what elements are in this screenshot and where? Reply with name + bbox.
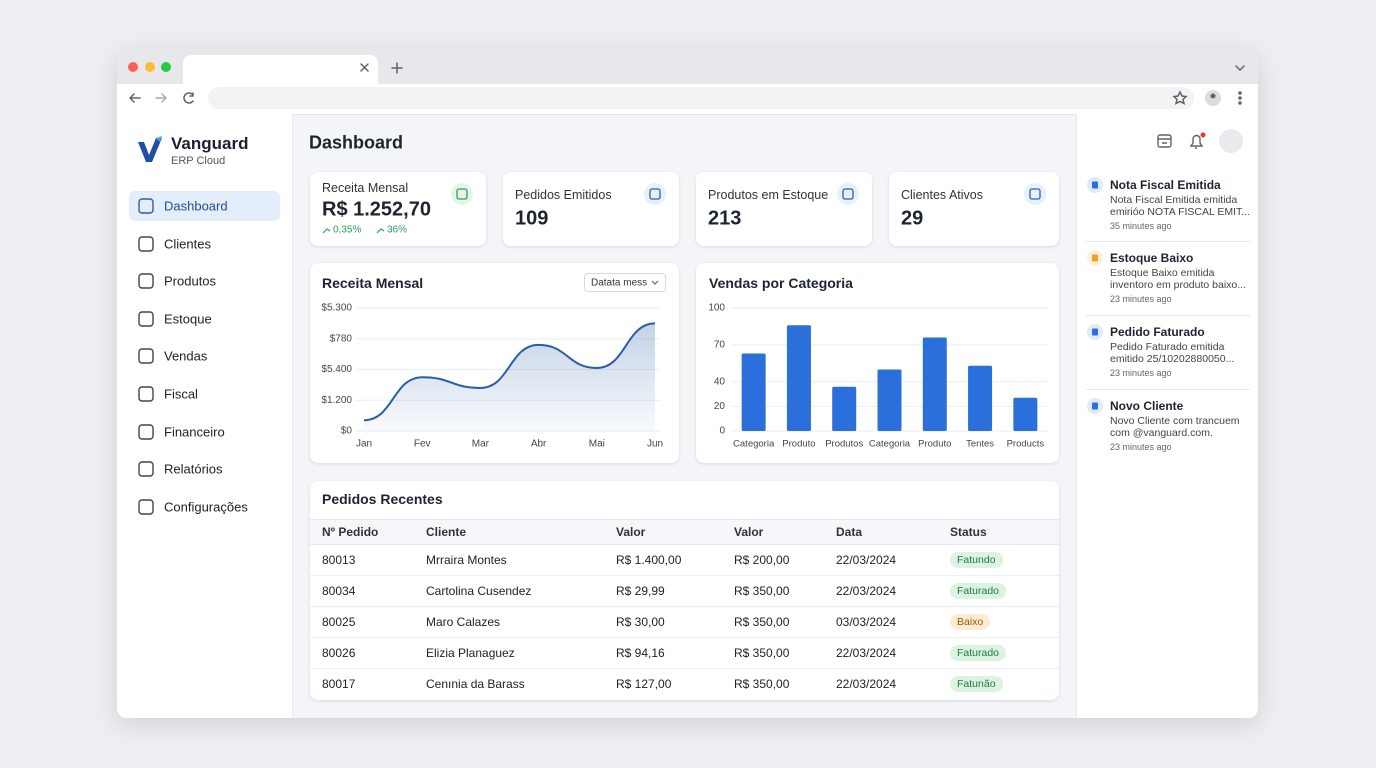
table-cell: R$ 1.400,00: [616, 553, 682, 567]
address-bar[interactable]: [208, 87, 1194, 109]
table-cell: Mrraira Montes: [426, 553, 507, 567]
table-cell: 80017: [322, 677, 356, 692]
kpi-value: R$ 1.252,70: [322, 198, 431, 221]
table-cell: R$ 94,16: [616, 646, 665, 661]
notification-time: 35 minutes ago: [1110, 221, 1172, 231]
table-cell: R$ 350,00: [734, 646, 790, 661]
notification-text: Pedido Faturado emitida: [1110, 341, 1225, 353]
row-divider: [310, 575, 1059, 577]
table-cell: 22/03/2024: [836, 677, 897, 692]
chart-filter-label[interactable]: Datata mess: [591, 277, 648, 289]
table-cell: R$ 29,99: [616, 584, 665, 599]
brand-name: Vanguard: [171, 134, 249, 153]
notification-text: emitido 25/10202880050...: [1110, 353, 1235, 365]
notification-text: Novo Cliente com trancuem: [1110, 415, 1240, 427]
table-cell: R$ 350,00: [734, 584, 790, 599]
table-cell: 80026: [322, 646, 356, 661]
tab[interactable]: [183, 55, 378, 84]
notification-text: Nota Fiscal Emitida emitida: [1110, 194, 1238, 206]
table-cell: R$ 350,00: [734, 677, 790, 692]
chart-filter[interactable]: [584, 273, 666, 292]
nav-item[interactable]: Estoque: [164, 311, 212, 327]
window: [117, 49, 1258, 718]
notification-time: 23 minutes ago: [1110, 368, 1172, 378]
notification-title[interactable]: Novo Cliente: [1110, 399, 1184, 413]
kpi-label: Clientes Ativos: [901, 188, 983, 202]
table-cell: R$ 350,00: [734, 615, 790, 630]
kpi-label: Pedidos Emitidos: [515, 188, 612, 202]
divider: [1086, 241, 1250, 242]
notification-time: 23 minutes ago: [1110, 442, 1172, 452]
kpi-value: 29: [901, 207, 924, 230]
kpi-value: 213: [708, 207, 742, 230]
nav-item[interactable]: Produtos: [164, 273, 217, 289]
status-badge: Faturado: [950, 645, 1007, 662]
page-title: Dashboard: [309, 132, 404, 153]
table-cell: 80025: [322, 615, 356, 630]
table-header: [310, 519, 1059, 545]
notification-text: emirióo NOTA FISCAL EMIT...: [1110, 206, 1251, 218]
notification-text: inventoro em produto baixo...: [1110, 279, 1246, 291]
column-header: Cliente: [426, 525, 467, 539]
notification-title[interactable]: Estoque Baixo: [1110, 251, 1194, 265]
notification-text: Estoque Baixo emitida: [1110, 267, 1215, 279]
notification-title[interactable]: Pedido Faturado: [1110, 325, 1205, 339]
status-badge: Fatunão: [950, 676, 1003, 693]
table-cell: R$ 127,00: [616, 677, 672, 692]
divider: [1086, 389, 1250, 390]
nav-item[interactable]: Vendas: [164, 348, 208, 364]
orders-title: Pedidos Recentes: [322, 491, 443, 507]
table-cell: 80013: [322, 553, 356, 567]
chart-title: Vendas por Categoria: [709, 275, 853, 291]
kpi-label: Receita Mensal: [322, 181, 409, 195]
table-cell: Maro Calazes: [426, 615, 501, 630]
kpi-label: Produtos em Estoque: [708, 188, 829, 202]
nav-item[interactable]: Relatórios: [164, 461, 223, 477]
notification-time: 23 minutes ago: [1110, 294, 1172, 304]
column-header: Valor: [734, 525, 764, 539]
nav-item[interactable]: Dashboard: [164, 198, 228, 214]
chart-card: [310, 263, 679, 463]
kpi-change: 36%: [387, 224, 408, 236]
table-cell: Cenınia da Barass: [426, 677, 525, 692]
nav-item[interactable]: Fiscal: [164, 386, 198, 402]
kpi-value: 109: [515, 207, 549, 230]
column-header: Nº Pedido: [322, 525, 379, 539]
table-cell: 22/03/2024: [836, 553, 897, 567]
right-panel: [1076, 114, 1258, 718]
column-header: Status: [950, 525, 987, 539]
avatar: V: [1227, 134, 1236, 148]
table-cell: 22/03/2024: [836, 584, 897, 599]
table-cell: 80034: [322, 584, 356, 599]
chart-title: Receita Mensal: [322, 275, 424, 291]
table-cell: 22/03/2024: [836, 646, 897, 661]
nav-item[interactable]: Financeiro: [164, 424, 225, 440]
nav-item[interactable]: Clientes: [164, 236, 211, 252]
brand-subtitle: ERP Cloud: [171, 155, 226, 167]
orders-card: [310, 481, 1059, 700]
column-header: Data: [836, 525, 863, 539]
table-cell: R$ 30,00: [616, 615, 665, 630]
table-cell: Elizia Planaguez: [426, 646, 515, 661]
nav-item[interactable]: Configurações: [164, 499, 248, 515]
table-cell: R$ 200,00: [734, 553, 790, 567]
kpi-change: 0,35%: [333, 224, 362, 236]
status-badge: Baixo: [950, 614, 991, 631]
column-header: Valor: [616, 525, 646, 539]
nav-active[interactable]: [129, 191, 280, 221]
chart-card: [696, 263, 1059, 463]
table-cell: Cartolina Cusendez: [426, 584, 532, 599]
status-badge: Faturado: [950, 583, 1007, 600]
row-divider: [310, 637, 1059, 639]
notification-text: com @vanguard.com.: [1110, 427, 1213, 439]
status-badge: Fatundo: [950, 552, 1003, 568]
row-divider: [310, 606, 1059, 608]
notification-title[interactable]: Nota Fiscal Emitida: [1110, 178, 1221, 192]
divider: [1086, 315, 1250, 316]
row-divider: [310, 668, 1059, 670]
table-cell: 03/03/2024: [836, 615, 897, 630]
